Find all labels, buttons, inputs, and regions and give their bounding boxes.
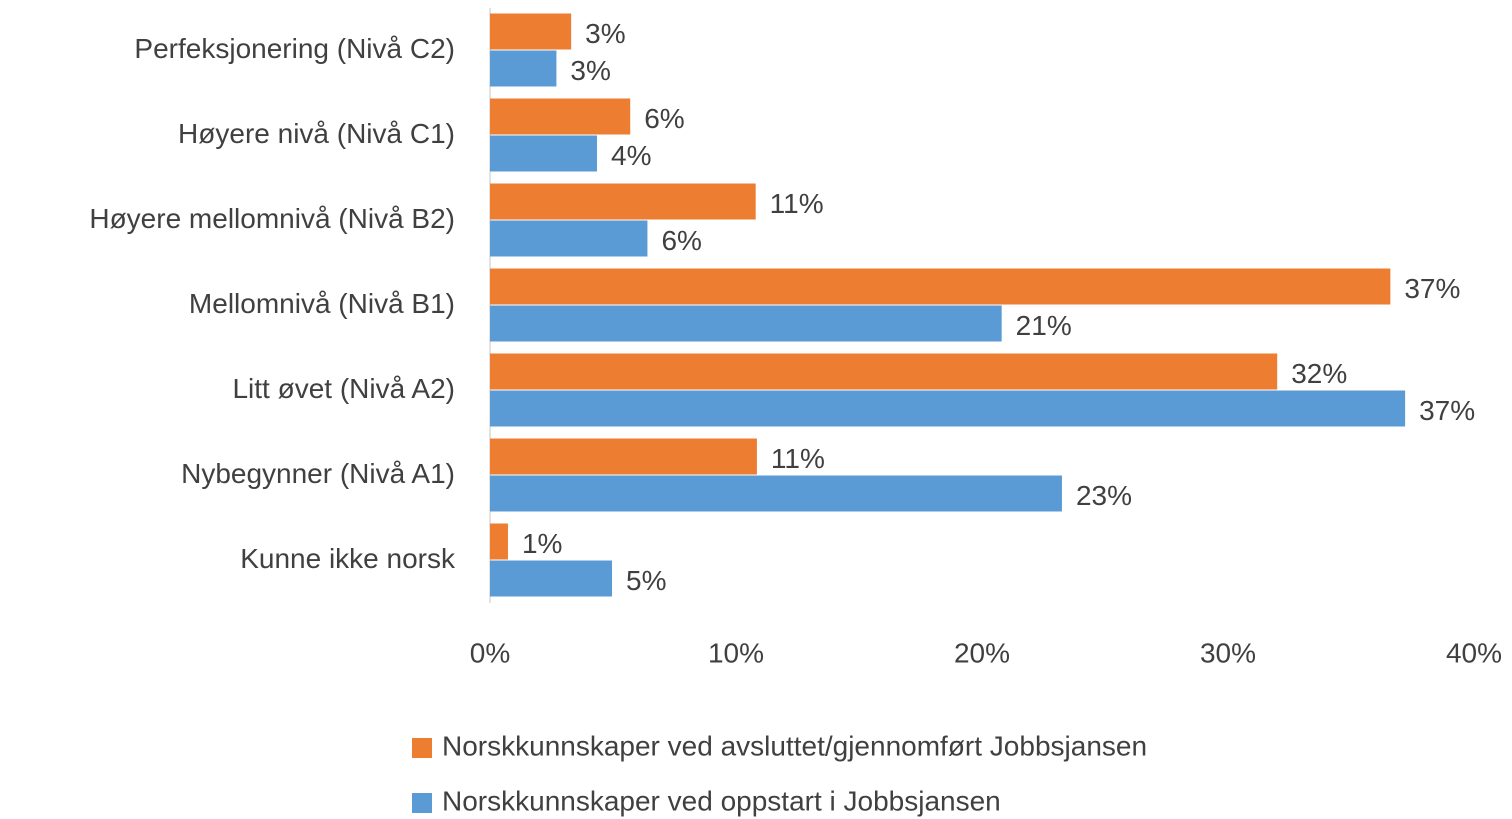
x-tick-label: 30%: [1200, 637, 1256, 668]
bar: [490, 98, 631, 135]
legend-label: Norskkunnskaper ved oppstart i Jobbsjans…: [442, 785, 1001, 816]
legend-label: Norskkunnskaper ved avsluttet/gjennomfør…: [442, 730, 1147, 761]
data-label: 6%: [661, 225, 701, 256]
bar: [490, 305, 1002, 342]
data-label: 5%: [626, 565, 666, 596]
y-tick-label: Perfeksjonering (Nivå C2): [134, 33, 455, 64]
bar: [490, 183, 756, 220]
y-tick-label: Kunne ikke norsk: [240, 543, 456, 574]
bar: [490, 13, 572, 50]
bar: [490, 523, 508, 560]
bar: [490, 353, 1278, 390]
data-label: 1%: [522, 528, 562, 559]
bar: [490, 560, 613, 597]
bar: [490, 475, 1062, 512]
data-label: 37%: [1419, 395, 1475, 426]
data-label: 37%: [1404, 273, 1460, 304]
x-tick-label: 0%: [470, 637, 510, 668]
x-tick-label: 10%: [708, 637, 764, 668]
data-label: 23%: [1076, 480, 1132, 511]
bar: [490, 438, 757, 475]
data-label: 3%: [570, 55, 610, 86]
bar: [490, 390, 1406, 427]
bar: [490, 50, 557, 87]
data-label: 11%: [771, 443, 825, 474]
data-label: 4%: [611, 140, 651, 171]
y-tick-label: Nybegynner (Nivå A1): [181, 458, 455, 489]
data-label: 11%: [770, 188, 824, 219]
y-tick-label: Litt øvet (Nivå A2): [232, 373, 455, 404]
x-tick-label: 40%: [1446, 637, 1502, 668]
bar: [490, 268, 1391, 305]
legend-swatch: [412, 793, 432, 813]
y-tick-label: Mellomnivå (Nivå B1): [189, 288, 455, 319]
bar: [490, 135, 598, 172]
data-label: 32%: [1291, 358, 1347, 389]
y-tick-label: Høyere mellomnivå (Nivå B2): [89, 203, 455, 234]
data-label: 6%: [644, 103, 684, 134]
bar: [490, 220, 648, 257]
data-label: 21%: [1016, 310, 1072, 341]
x-tick-label: 20%: [954, 637, 1010, 668]
data-label: 3%: [585, 18, 625, 49]
legend-swatch: [412, 738, 432, 758]
y-tick-label: Høyere nivå (Nivå C1): [178, 118, 455, 149]
